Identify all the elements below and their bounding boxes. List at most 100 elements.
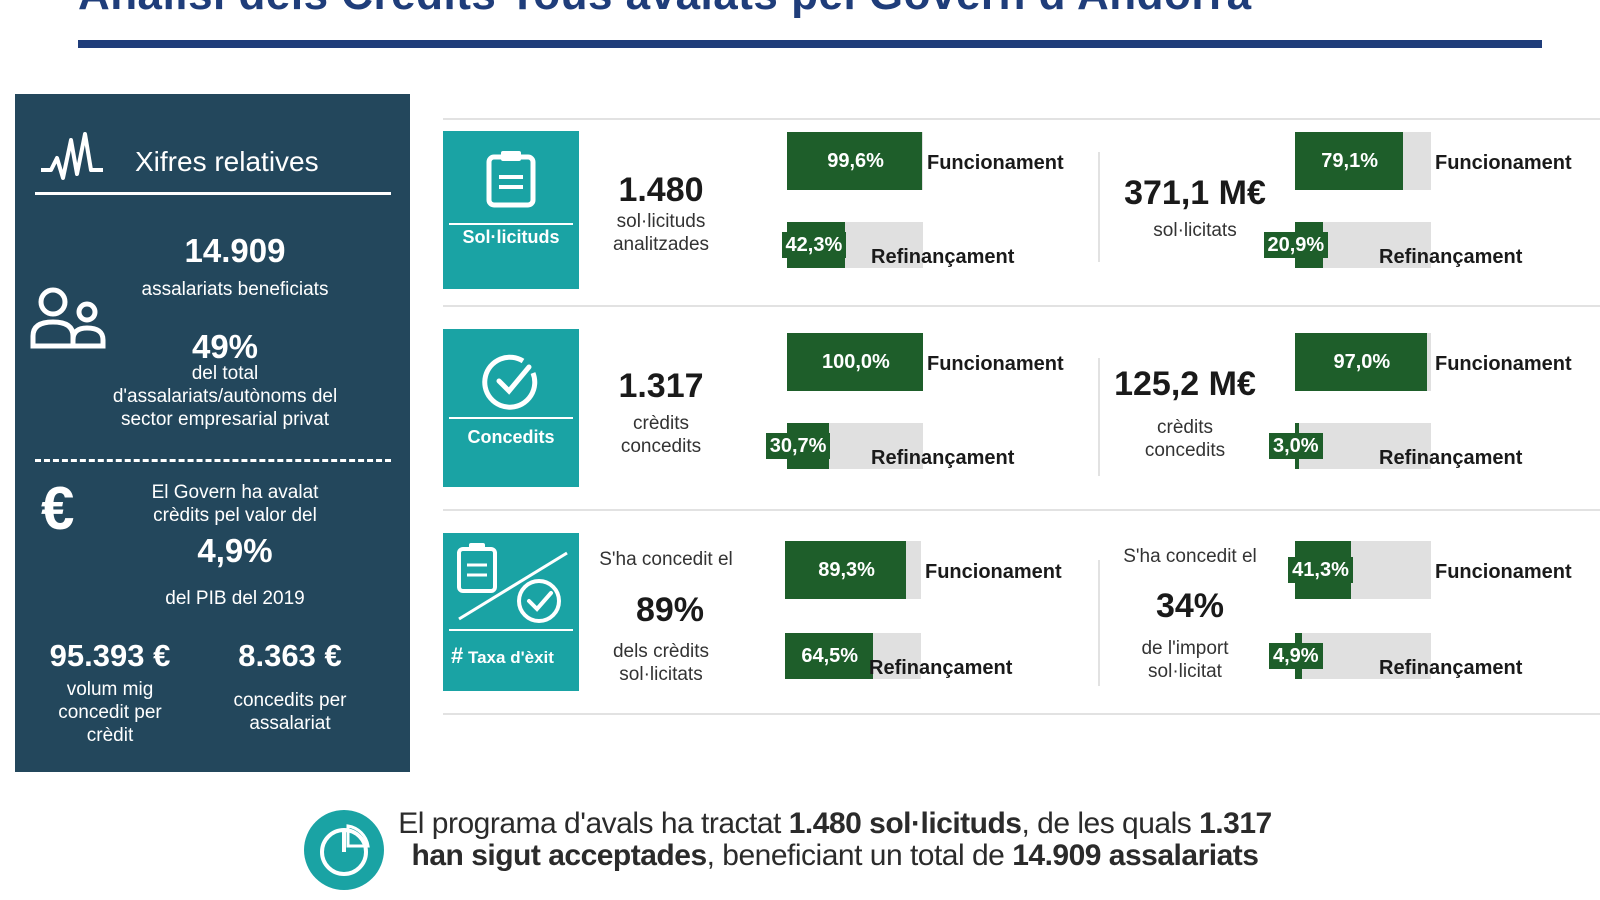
employees-value: 14.909 — [184, 232, 286, 269]
dashed-divider — [35, 459, 391, 462]
bar-series-name: Funcionament — [925, 561, 1062, 583]
relative-figures-panel: Xifres relatives 14.909 assalariats bene… — [15, 94, 410, 772]
granted-count-label-1: crèdits — [633, 413, 689, 434]
bar-value-label: 97,0% — [1333, 351, 1391, 373]
footer-bold-3: han sigut acceptades — [411, 839, 708, 872]
bar-value-label: 100,0% — [822, 351, 890, 373]
bar-track — [787, 423, 923, 469]
bar-series-name: Funcionament — [1435, 152, 1572, 174]
requests-count-label-2: analitzades — [612, 234, 710, 255]
bar-track — [1295, 132, 1431, 190]
footer-bold-2: 1.317 — [1199, 807, 1272, 840]
bar-track — [1295, 333, 1431, 391]
row-separator — [443, 118, 1600, 120]
gdp-value: 4,9% — [197, 532, 273, 569]
bar-series-name: Refinançament — [871, 447, 1015, 469]
requests-card: Sol·licituds — [443, 131, 579, 289]
success-amount-pre: S'ha concedit el — [1123, 546, 1257, 567]
panel-heading-rule — [35, 192, 391, 195]
granted-count-label-2: concedits — [620, 436, 702, 457]
bar-series-name: Refinançament — [1379, 246, 1523, 268]
bar-value-label: 89,3% — [818, 559, 875, 581]
bar-series-name: Funcionament — [1435, 353, 1572, 375]
bar-track — [785, 633, 921, 679]
activity-icon — [41, 132, 103, 180]
granted-card: Concedits — [443, 329, 579, 487]
bar-fill — [785, 633, 873, 679]
bar-series-name: Refinançament — [1379, 447, 1523, 469]
footer-summary: El programa d'avals ha tractat 1.480 sol… — [395, 808, 1275, 872]
card-rule — [449, 223, 573, 225]
gdp-label: del PIB del 2019 — [165, 588, 305, 609]
granted-count: 1.317 — [618, 367, 704, 405]
success-amount-label-1: de l'import — [1141, 638, 1229, 659]
requests-amount: 371,1 M€ — [1124, 174, 1266, 212]
people-icon — [30, 287, 106, 349]
success-count-label-2: sol·licitats — [619, 664, 703, 685]
bar-value-label: 30,7% — [765, 433, 831, 459]
bar-track — [785, 541, 921, 599]
bar-series-name: Refinançament — [1379, 657, 1523, 679]
avg-credit-label-3: crèdit — [86, 725, 134, 746]
employees-label: assalariats beneficiats — [141, 279, 329, 300]
bar-value-label: 64,5% — [801, 645, 859, 667]
card-label: Concedits — [467, 427, 555, 447]
footer-part-2: , de les quals — [1021, 807, 1192, 840]
column-separator — [1098, 152, 1100, 262]
bar-value-label: 42,3% — [781, 232, 847, 258]
card-rule — [449, 417, 573, 419]
success-amount-label-2: sol·licitat — [1148, 661, 1222, 682]
success-amount-value: 34% — [1155, 587, 1225, 625]
success-count-label-1: dels crèdits — [612, 641, 710, 662]
share-label-3: sector empresarial privat — [120, 409, 330, 430]
share-label-2: d'assalariats/autònoms del — [112, 386, 338, 407]
page-title: Anàlisi dels Crèdits Tous avalats pel Go… — [78, 0, 1252, 20]
success-rate-card: # Taxa d'èxit — [443, 533, 579, 691]
success-count-value: 89% — [635, 591, 705, 629]
bar-series-name: Funcionament — [927, 353, 1064, 375]
footer-part-1: El programa d'avals ha tractat — [398, 807, 781, 840]
bar-series-name: Refinançament — [871, 246, 1015, 268]
card-label-text: Taxa d'èxit — [467, 648, 554, 667]
requests-amount-label: sol·licitats — [1153, 220, 1237, 241]
bar-value-label: 20,9% — [1263, 232, 1329, 258]
success-count-pre: S'ha concedit el — [599, 549, 733, 570]
bar-fill — [787, 333, 923, 391]
pie-chart-icon — [320, 824, 370, 876]
avg-credit-label-1: volum mig — [66, 679, 154, 700]
granted-amount: 125,2 M€ — [1114, 365, 1256, 403]
panel-heading: Xifres relatives — [135, 146, 319, 177]
euro-icon: € — [41, 475, 75, 542]
row-separator — [443, 713, 1600, 715]
clipboard-check-icon — [457, 543, 568, 623]
footer-part-3: , beneficiant un total de — [706, 839, 1005, 872]
bar-series-name: Funcionament — [1435, 561, 1572, 583]
bar-series-name: Refinançament — [869, 657, 1013, 679]
card-label: Sol·licituds — [462, 227, 560, 247]
bar-track — [787, 132, 923, 190]
granted-amount-label-2: concedits — [1144, 440, 1226, 461]
check-circle-icon — [482, 354, 538, 410]
bar-fill — [785, 541, 907, 599]
card-label: # Taxa d'èxit — [451, 643, 587, 669]
per-employee-label-1: concedits per — [233, 690, 347, 711]
bar-fill — [787, 132, 923, 190]
requests-count: 1.480 — [618, 171, 704, 209]
clipboard-icon — [486, 151, 536, 208]
granted-amount-label-1: crèdits — [1157, 417, 1213, 438]
bar-value-label: 99,6% — [827, 150, 884, 172]
row-separator — [443, 509, 1600, 511]
avg-credit-label-2: concedit per — [58, 702, 162, 723]
bar-value-label: 4,9% — [1269, 643, 1323, 669]
footer-bold-1: 1.480 sol·licituds — [788, 807, 1022, 840]
hash-icon: # — [451, 643, 464, 668]
footer-chart-icon — [304, 810, 384, 890]
title-underline — [78, 40, 1542, 48]
bar-value-label: 79,1% — [1321, 150, 1378, 172]
row-separator — [443, 305, 1600, 307]
gov-label-1: El Govern ha avalat — [151, 482, 319, 503]
bar-value-label: 41,3% — [1288, 557, 1353, 583]
column-separator — [1098, 358, 1100, 476]
column-separator — [1098, 560, 1100, 686]
avg-credit-value: 95.393 € — [49, 638, 171, 673]
